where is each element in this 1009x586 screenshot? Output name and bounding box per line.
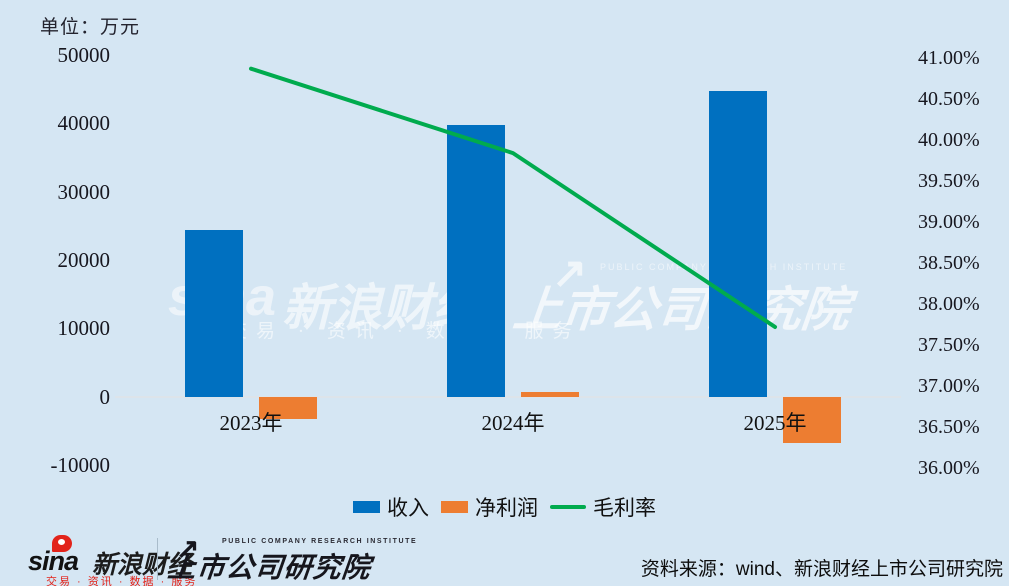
watermark-institute-text: 上市公司研究院: [510, 284, 853, 337]
sina-eye-logo-icon: [52, 535, 72, 552]
institute-logo-text: 上市公司研究院: [166, 553, 373, 584]
institute-arrow-icon: ↗: [176, 534, 200, 565]
footer: sina 新浪财经 交易 · 资讯 · 数据 · 服务 ↗ PUBLIC COM…: [0, 530, 1009, 586]
net-profit-bar: [521, 391, 579, 397]
legend-item: 净利润: [441, 492, 538, 522]
right-axis-tick-label: 39.50%: [918, 170, 980, 192]
x-axis-category-label: 2023年: [219, 411, 283, 435]
legend-line-marker: [550, 505, 586, 509]
legend-label: 毛利率: [593, 496, 656, 520]
left-axis-tick-label: 40000: [57, 111, 111, 136]
x-axis-zero-line: [115, 396, 901, 398]
sina-finance-logo-text: 新浪财经: [92, 552, 193, 579]
legend-label: 收入: [387, 496, 429, 520]
right-axis-tick-label: 40.50%: [918, 88, 980, 110]
sina-logo-text: sina: [28, 546, 79, 576]
net-profit-bar: [259, 396, 317, 419]
institute-english-label: PUBLIC COMPANY RESEARCH INSTITUTE: [222, 538, 418, 545]
legend-swatch: [353, 501, 380, 513]
x-axis-category-label: 2025年: [743, 411, 807, 435]
right-axis-tick-label: 37.50%: [918, 334, 980, 356]
left-axis-tick-label: 0: [99, 384, 111, 409]
legend-item: 收入: [353, 492, 429, 522]
legend-item: 毛利率: [550, 492, 656, 522]
sina-services-text: 交易 · 资讯 · 数据 · 服务: [46, 576, 198, 586]
right-axis-tick-label: 36.50%: [918, 416, 980, 438]
left-axis-tick-label: -10000: [50, 453, 111, 477]
left-axis-tick-label: 30000: [57, 179, 111, 204]
right-axis-tick-label: 39.00%: [918, 211, 980, 233]
right-axis-tick-label: 37.00%: [918, 375, 980, 397]
footer-divider: [157, 538, 158, 580]
x-axis-category-label: 2024年: [481, 411, 545, 435]
revenue-bar: [447, 124, 505, 397]
left-axis-tick-label: 10000: [57, 316, 111, 341]
revenue-bar: [185, 229, 243, 397]
right-axis-tick-label: 36.00%: [918, 457, 980, 479]
right-axis-tick-label: 41.00%: [918, 47, 980, 69]
net-profit-bar: [783, 396, 841, 444]
right-axis-tick-label: 38.50%: [918, 252, 980, 274]
data-source-text: 资料来源：wind、新浪财经上市公司研究院: [640, 559, 1003, 580]
revenue-bar: [709, 91, 767, 397]
left-axis-tick-label: 20000: [57, 248, 111, 272]
axis-unit-label: 单位：万元: [40, 17, 141, 38]
legend-label: 净利润: [475, 496, 538, 520]
chart-legend: 收入 净利润 毛利率: [0, 492, 1009, 522]
legend-swatch: [441, 501, 468, 513]
right-axis-tick-label: 40.00%: [918, 129, 980, 151]
left-axis-tick-label: 50000: [57, 43, 111, 67]
right-axis-tick-label: 38.00%: [918, 293, 980, 315]
